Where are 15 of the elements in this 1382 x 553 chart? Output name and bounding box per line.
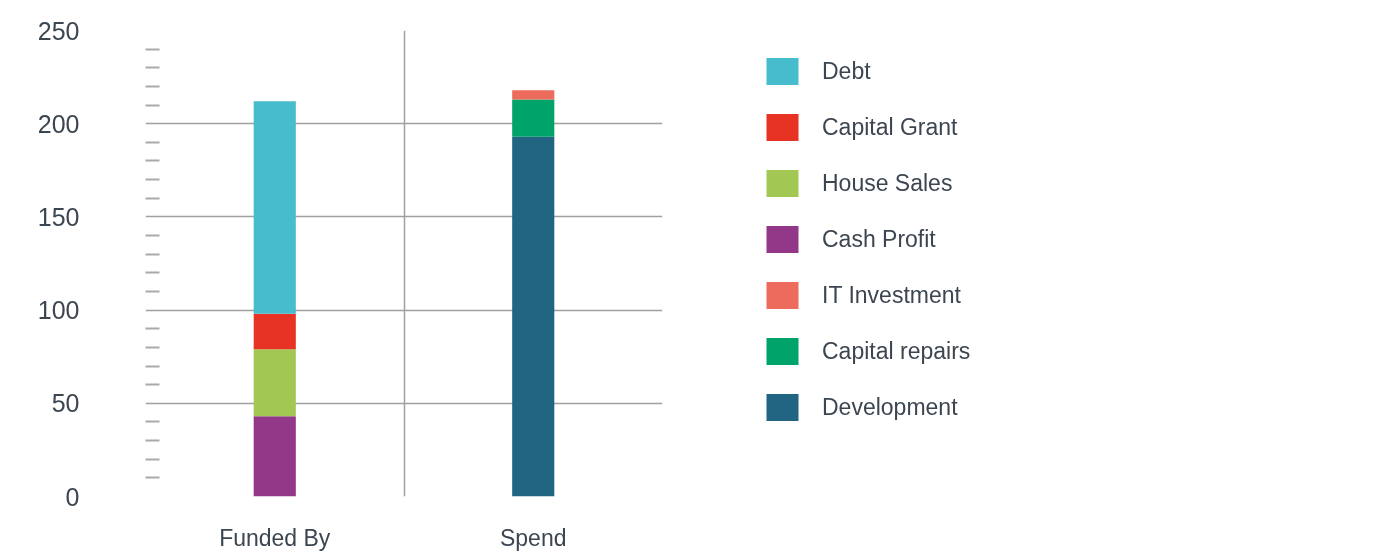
x-tick-label: Funded By [219, 524, 331, 551]
y-tick-label: 150 [37, 202, 80, 231]
y-tick-label: 100 [37, 296, 80, 325]
legend-label: Development [822, 393, 959, 421]
legend-label: Capital repairs [822, 337, 972, 365]
y-tick-label: 50 [51, 389, 80, 418]
x-tick-label: Spend [500, 524, 567, 551]
legend-label: IT Investment [822, 281, 962, 309]
legend-label: Capital Grant [822, 113, 959, 141]
legend-label: Debt [822, 57, 872, 85]
y-tick-label: 250 [37, 16, 80, 45]
y-tick-label: 0 [65, 482, 80, 511]
y-tick-label: 200 [37, 109, 80, 138]
legend-label: Cash Profit [822, 225, 937, 253]
legend-label: House Sales [822, 169, 954, 197]
